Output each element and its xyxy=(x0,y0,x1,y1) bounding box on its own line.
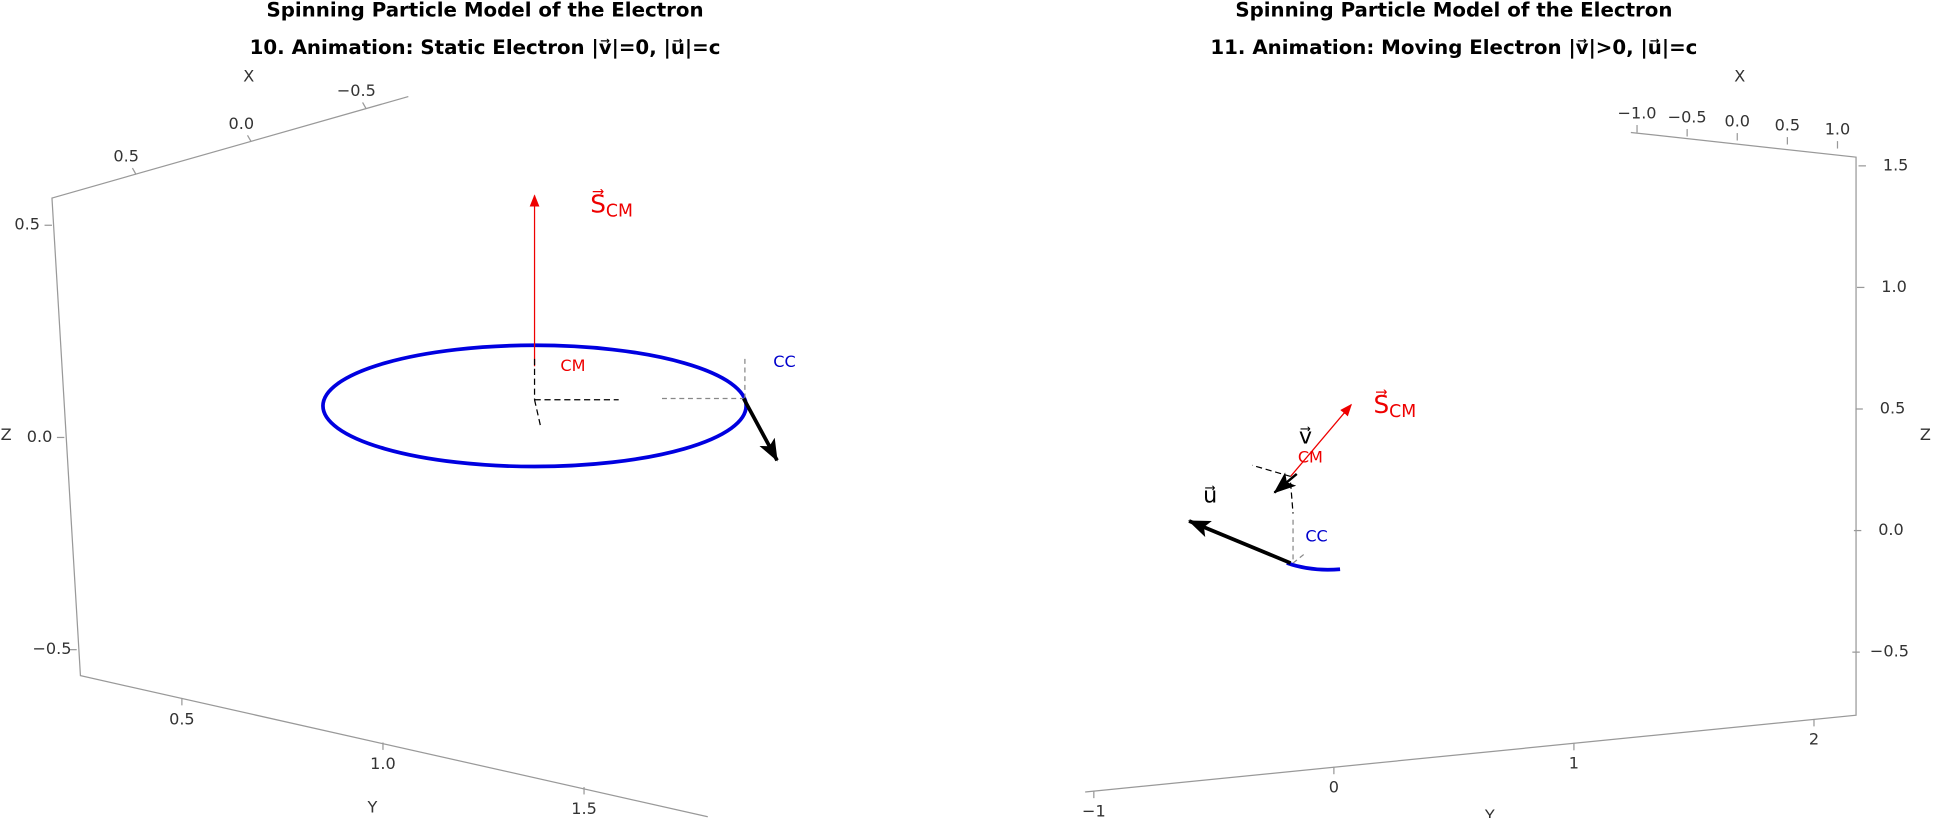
u-arrow xyxy=(742,397,779,462)
panel-static: Spinning Particle Model of the Electron … xyxy=(1,0,796,818)
panel-title: Spinning Particle Model of the Electron xyxy=(266,0,703,22)
tick-mark xyxy=(362,102,367,110)
cm-label: CM xyxy=(560,356,585,375)
panel-subtitle: 10. Animation: Static Electron |v⃗|=0, |… xyxy=(250,36,721,59)
tick-mark xyxy=(246,134,252,143)
tick-label: 0.0 xyxy=(1878,520,1904,539)
tick-label: 1.5 xyxy=(571,799,597,818)
tick-label: 1.0 xyxy=(1881,277,1907,296)
spin-symbol: S⃗ xyxy=(1373,389,1389,419)
tick-label: 1.0 xyxy=(370,754,396,773)
panel-moving: Spinning Particle Model of the Electron … xyxy=(1082,0,1931,818)
u-arrow xyxy=(1187,519,1292,565)
cc-lines xyxy=(1292,519,1306,564)
axis-label: Z xyxy=(1,425,12,444)
tick-label: 0.5 xyxy=(1775,115,1801,134)
tick-label: 0.0 xyxy=(1724,111,1750,130)
spin-arrow xyxy=(1290,403,1353,477)
spin-subscript: CM xyxy=(606,202,633,222)
spin-subscript: CM xyxy=(1389,402,1416,422)
tick-label: 1.0 xyxy=(1825,119,1851,138)
tick-label: 0.5 xyxy=(14,215,40,234)
tick-label: 0.0 xyxy=(27,427,53,446)
tick-label: 1 xyxy=(1569,753,1579,772)
panel-subtitle: 11. Animation: Moving Electron |v⃗|>0, |… xyxy=(1210,36,1697,59)
axis-label: Y xyxy=(1484,806,1495,818)
tick-label: 0.5 xyxy=(169,710,195,729)
frame-lines xyxy=(1252,464,1294,514)
v-label: v⃗ xyxy=(1299,423,1312,449)
cc-label: CC xyxy=(1305,527,1327,546)
axis-label: X xyxy=(1734,66,1745,85)
box-edges xyxy=(1085,131,1857,793)
axis-label: Y xyxy=(367,798,378,817)
u-label: u⃗ xyxy=(1203,483,1217,509)
box-edges xyxy=(51,95,708,818)
spin-label: S⃗CM xyxy=(590,189,633,222)
tick-label: 0 xyxy=(1329,777,1339,796)
orbit xyxy=(1286,561,1341,572)
tick-label: −1 xyxy=(1082,801,1106,818)
axis-label: X xyxy=(243,66,254,85)
spin-label: S⃗CM xyxy=(1373,389,1416,422)
tick-label: −1.0 xyxy=(1618,103,1657,122)
tick-label: −0.5 xyxy=(337,81,376,100)
cc-label: CC xyxy=(773,352,795,371)
cc-lines xyxy=(661,358,746,400)
cm-label: CM xyxy=(1298,447,1323,466)
tick-mark xyxy=(131,167,137,175)
frame-lines xyxy=(533,358,619,428)
tick-label: 0.5 xyxy=(113,147,139,166)
v-arrow xyxy=(1273,472,1298,494)
panel-title: Spinning Particle Model of the Electron xyxy=(1235,0,1672,22)
tick-label: 0.0 xyxy=(228,114,254,133)
axis-label: Z xyxy=(1920,425,1931,444)
tick-label: 0.5 xyxy=(1880,399,1906,418)
tick-label: −0.5 xyxy=(32,639,71,658)
spin-symbol: S⃗ xyxy=(590,189,606,219)
tick-label: −0.5 xyxy=(1668,107,1707,126)
tick-label: 1.5 xyxy=(1883,155,1909,174)
tick-label: 2 xyxy=(1809,729,1819,748)
tick-label: −0.5 xyxy=(1870,642,1909,661)
